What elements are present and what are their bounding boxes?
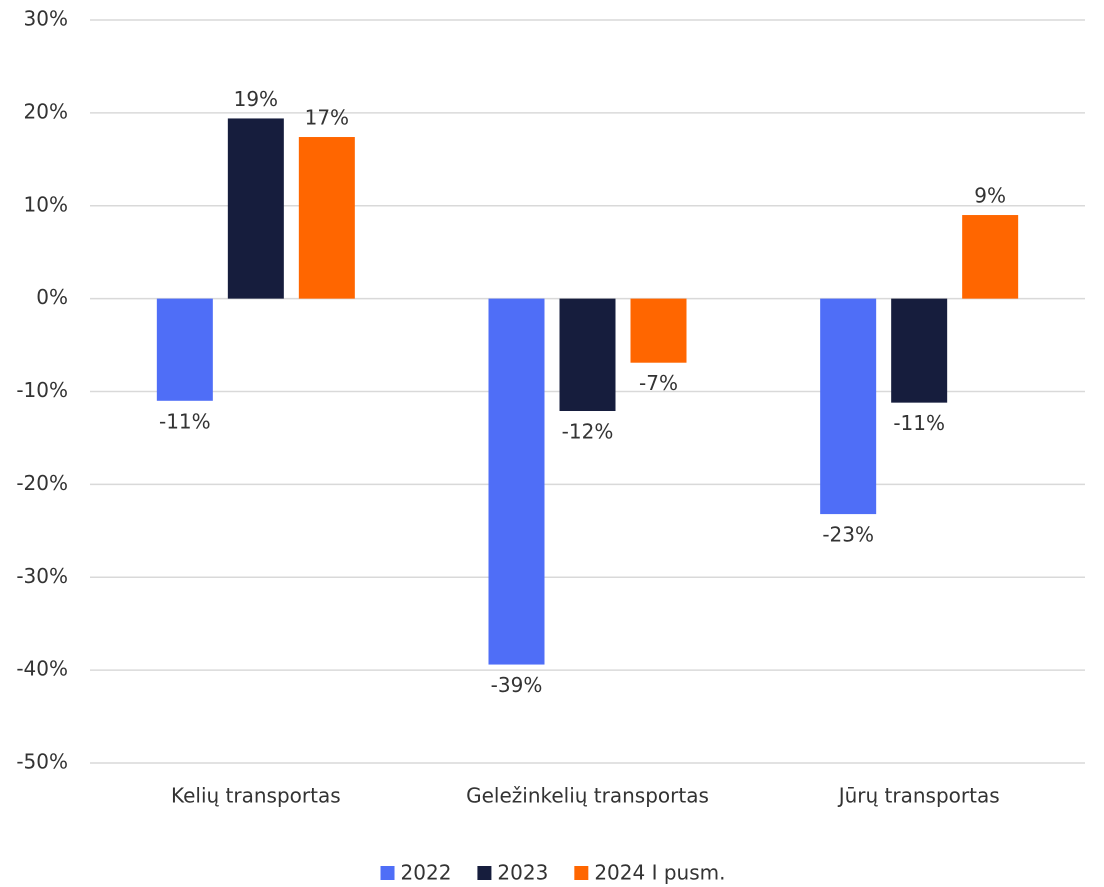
data-label: -11% — [893, 411, 945, 435]
y-tick-label: 20% — [24, 99, 68, 123]
data-label: -23% — [822, 523, 874, 547]
y-tick-label: -10% — [16, 378, 68, 402]
data-label: 19% — [234, 87, 278, 111]
y-tick-label: -30% — [16, 564, 68, 588]
y-tick-label: 30% — [24, 7, 68, 31]
y-tick-label: 10% — [24, 192, 68, 216]
data-label: -12% — [562, 420, 614, 444]
bar — [156, 298, 213, 401]
legend-swatch — [380, 866, 395, 880]
legend-swatch — [574, 866, 589, 880]
data-label: 17% — [305, 106, 349, 130]
y-tick-label: -20% — [16, 471, 68, 495]
y-tick-label: -50% — [16, 750, 68, 774]
data-label: 9% — [974, 184, 1006, 208]
x-tick-label: Geležinkelių transportas — [466, 784, 709, 808]
data-label: -39% — [491, 673, 543, 697]
bar — [962, 215, 1019, 299]
bar — [488, 298, 545, 665]
y-tick-label: 0% — [36, 285, 68, 309]
bar — [820, 298, 877, 515]
legend-label: 2023 — [497, 861, 548, 885]
bar — [559, 298, 616, 412]
y-tick-label: -40% — [16, 657, 68, 681]
legend-swatch — [477, 866, 492, 880]
data-label: -7% — [639, 371, 678, 395]
data-label: -11% — [159, 409, 211, 433]
bar — [891, 298, 948, 403]
legend-label: 2022 — [401, 861, 452, 885]
bar — [630, 298, 687, 363]
x-tick-label: Jūrų transportas — [837, 784, 1000, 808]
x-tick-label: Kelių transportas — [171, 784, 341, 808]
legend-label: 2024 I pusm. — [594, 861, 725, 885]
bar — [298, 137, 355, 299]
bar — [227, 118, 284, 299]
